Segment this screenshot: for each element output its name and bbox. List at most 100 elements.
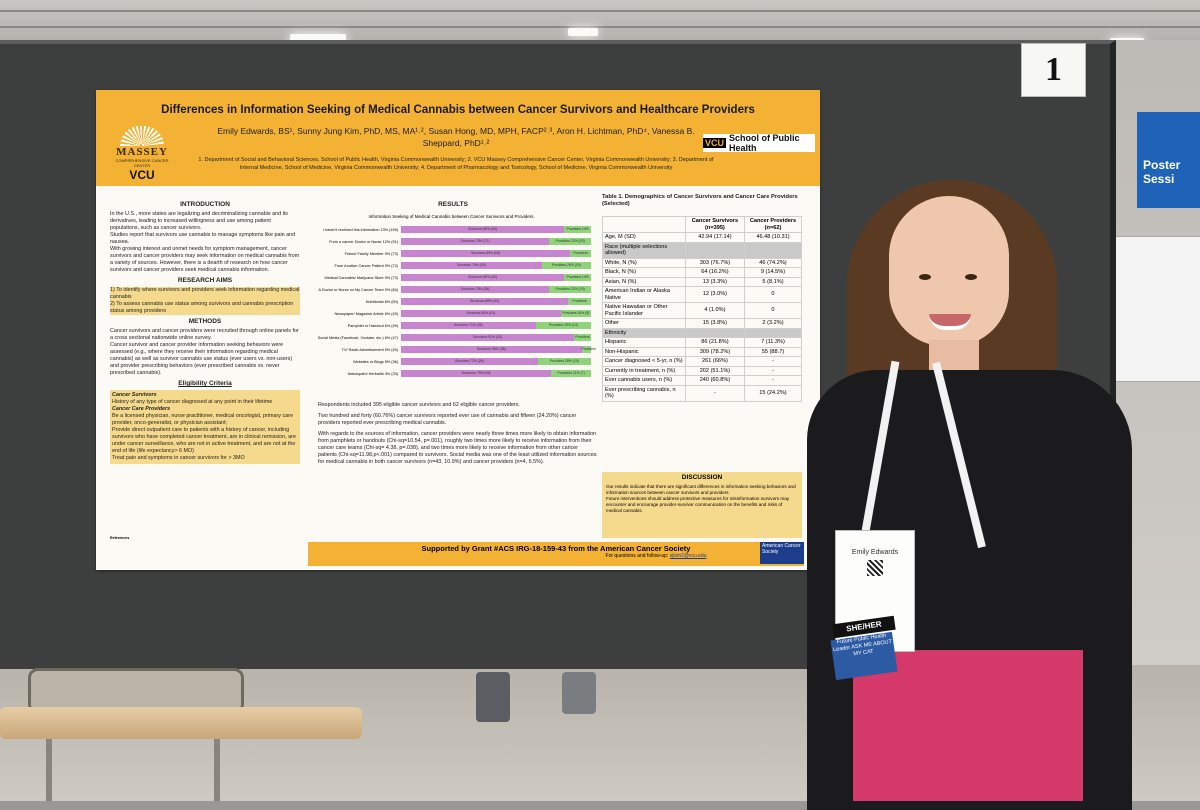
chart-category-label: A Doctor or Nurse on My Cancer Team 9% (… bbox=[318, 288, 398, 292]
table-cell: - bbox=[743, 365, 803, 376]
survivors-bar: Survivors 95% (38) bbox=[401, 346, 582, 353]
table-cell: 4 (1.0%) bbox=[684, 302, 745, 319]
chart-bar-row: Naturopath/ Herbalist 4% (33) Survivors 7… bbox=[306, 370, 596, 378]
section-heading: DISCUSSION bbox=[681, 474, 723, 481]
table-cell: 9 (14.5%) bbox=[743, 267, 803, 278]
results-heading-wrap: RESULTS bbox=[308, 198, 598, 211]
table-row: Non-Hispanic 309 (78.2%) 55 (88.7) bbox=[602, 346, 803, 357]
chart-title: Information Seeking of Medical Cannabis … bbox=[368, 214, 534, 219]
table-row: Ethnicity bbox=[602, 327, 803, 338]
table-cell bbox=[743, 241, 803, 259]
eye bbox=[965, 274, 977, 280]
results-bullet: With regards to the sources of informati… bbox=[318, 431, 597, 465]
table-cell: Cancer diagnosed < 5-yr, n (%) bbox=[602, 356, 686, 367]
table-cell: Native Hawaiian or Other Pacific Islande… bbox=[602, 302, 686, 319]
results-bullet: Two hundred and forty (60.76%) cancer su… bbox=[318, 413, 577, 426]
chart-category-label: Pamphlet or Handout 6% (49) bbox=[347, 324, 398, 328]
table-cell: Non-Hispanic bbox=[602, 346, 686, 357]
providers-bar: Providers bbox=[570, 250, 591, 257]
table-header-row: Cancer Survivors (n=395) Cancer Providers… bbox=[602, 216, 803, 233]
table-row: Black, N (%) 64 (16.2%) 9 (14.5%) bbox=[602, 267, 803, 278]
chart-category-label: Newspaper/ Magazine Article 6% (49) bbox=[334, 312, 398, 316]
logo-text: MASSEY bbox=[116, 146, 168, 158]
table-cell: 202 (51.1%) bbox=[684, 365, 745, 376]
intro-bullet: Studies report that survivors use cannab… bbox=[110, 232, 296, 245]
table-cell: Asian, N (%) bbox=[602, 276, 686, 287]
table-cell: Race (multiple selections allowed) bbox=[602, 241, 686, 259]
chart-bar-row: Medical Cannabis/ Marijuana Store 9% (73… bbox=[306, 274, 596, 282]
table-cell: 261 (66%) bbox=[684, 356, 745, 367]
table-cell: 15 (24.2%) bbox=[743, 384, 803, 402]
chart-category-label: From Another Cancer Patient 9% (72) bbox=[334, 264, 398, 268]
research-poster: Differences in Information Seeking of Me… bbox=[96, 90, 820, 570]
chart-bar-row: I haven't received this information 13% … bbox=[306, 226, 596, 234]
providers-bar: Providers 14% bbox=[564, 274, 591, 281]
survivors-bar: Survivors 84% (41) bbox=[401, 310, 561, 317]
table-row: Cancer diagnosed < 5-yr, n (%) 261 (66%) - bbox=[602, 356, 803, 367]
chart-category-label: Naturopath/ Herbalist 4% (33) bbox=[347, 372, 398, 376]
survivors-bar: Survivors 78% (66) bbox=[401, 286, 550, 293]
table-row: Age, M (SD) 42.94 (17.14) 46.48 (10.31) bbox=[602, 232, 803, 243]
chart-bar-row: A Doctor or Nurse on My Cancer Team 9% (… bbox=[306, 286, 596, 294]
aim-item: 1) To identify where survivors and provi… bbox=[110, 287, 300, 301]
table-cell: 0 bbox=[743, 286, 803, 303]
providers-bar: Providers 16% (8) bbox=[560, 310, 591, 317]
chart-category-label: I haven't received this information 13% … bbox=[322, 228, 398, 232]
results-bullet: Respondents included 395 eligible cancer… bbox=[318, 402, 520, 408]
poster-header: Differences in Information Seeking of Me… bbox=[96, 90, 820, 186]
chart-bar-row: Friend/ Family Member 9% (73) Survivors 8… bbox=[306, 250, 596, 258]
providers-bar: Providers bbox=[581, 346, 596, 353]
intro-bullet: With growing interest and unmet needs fo… bbox=[110, 246, 300, 273]
table-row: Currently in treatment, n (%) 202 (51.1%)… bbox=[602, 365, 803, 376]
chart-bar-row: Nutritionist 6% (50) Survivors 88% (44) Pr… bbox=[306, 298, 596, 306]
providers-bar: Providers bbox=[573, 334, 591, 341]
table-cell: Currently in treatment, n (%) bbox=[602, 365, 686, 376]
eligibility-item: Be a licensed physician, nurse practitio… bbox=[112, 413, 293, 426]
chart-category-label: Websites or Blogs 5% (36) bbox=[353, 360, 398, 364]
chart-bar-row: From Another Cancer Patient 9% (72) Survi… bbox=[306, 262, 596, 270]
chair bbox=[18, 660, 244, 801]
chart-bar-row: From a cancer Doctor or Nurse 12% (91) Su… bbox=[306, 238, 596, 246]
table-header-cell: Cancer Providers (n=62) bbox=[743, 216, 803, 233]
table-cell: Black, N (%) bbox=[602, 267, 686, 278]
survivors-bar: Survivors 91% (43) bbox=[401, 334, 574, 341]
badge-name: Emily Edwards bbox=[851, 549, 899, 556]
table-cell: Hispanic bbox=[602, 337, 686, 348]
table-cell: 240 (60.8%) bbox=[684, 375, 745, 386]
discussion-bullet: Future interventions should address prot… bbox=[606, 496, 790, 513]
poster-authors: Emily Edwards, BS¹, Sunny Jung Kim, PhD,… bbox=[217, 126, 695, 148]
visitor-feet bbox=[470, 672, 600, 724]
ceiling-truss bbox=[0, 10, 1200, 12]
board-number: 1 bbox=[1021, 43, 1086, 97]
acs-logo: American Cancer Society bbox=[760, 542, 804, 564]
logo-text: VCU bbox=[129, 168, 155, 182]
table-cell: 5 (8.1%) bbox=[743, 276, 803, 287]
discussion-bullet: Our results indicate that there are sign… bbox=[606, 484, 796, 495]
table-cell: Other bbox=[602, 318, 686, 329]
table-cell: 46 (74.2%) bbox=[743, 257, 803, 268]
eligibility-subheading: Cancer Care Providers bbox=[112, 406, 171, 412]
table-cell: - bbox=[684, 384, 745, 402]
chart-category-label: Friend/ Family Member 9% (73) bbox=[344, 252, 398, 256]
eligibility-item: Provide direct outpatient care to patien… bbox=[112, 427, 296, 454]
chart-category-label: TV/ Radio Advertisement 5% (40) bbox=[341, 348, 398, 352]
table-title: Table 1. Demographics of Cancer Survivor… bbox=[602, 194, 798, 207]
table-header-cell: Cancer Survivors (n=395) bbox=[684, 216, 745, 233]
support-text: Supported by Grant #ACS IRG-18-159-43 fr… bbox=[421, 544, 691, 553]
table-cell: White, N (%) bbox=[602, 257, 686, 268]
sun-icon bbox=[120, 126, 164, 146]
poster-affiliations: 1. Department of Social and Behavioral S… bbox=[198, 157, 714, 171]
table-cell: 309 (78.2%) bbox=[684, 346, 745, 357]
table-header-cell bbox=[602, 216, 686, 233]
chart-bar-row: Websites or Blogs 5% (36) Survivors 72% (… bbox=[306, 358, 596, 366]
left-column: INTRODUCTION In the U.S., more states ar… bbox=[110, 198, 300, 464]
providers-bar: Providers 22% (20) bbox=[549, 238, 591, 245]
section-heading: METHODS bbox=[188, 318, 222, 325]
table-cell: Ever cannabis users, n (%) bbox=[602, 375, 686, 386]
providers-bar: Providers 28% (10) bbox=[537, 358, 591, 365]
table-cell: 0 bbox=[743, 302, 803, 319]
survivors-bar: Survivors 79% (26) bbox=[401, 370, 552, 377]
providers-bar: Providers 22% (18) bbox=[549, 286, 591, 293]
eligibility-box: Cancer Survivors History of any type of … bbox=[110, 390, 300, 464]
chart-category-label: From a cancer Doctor or Nurse 12% (91) bbox=[329, 240, 398, 244]
